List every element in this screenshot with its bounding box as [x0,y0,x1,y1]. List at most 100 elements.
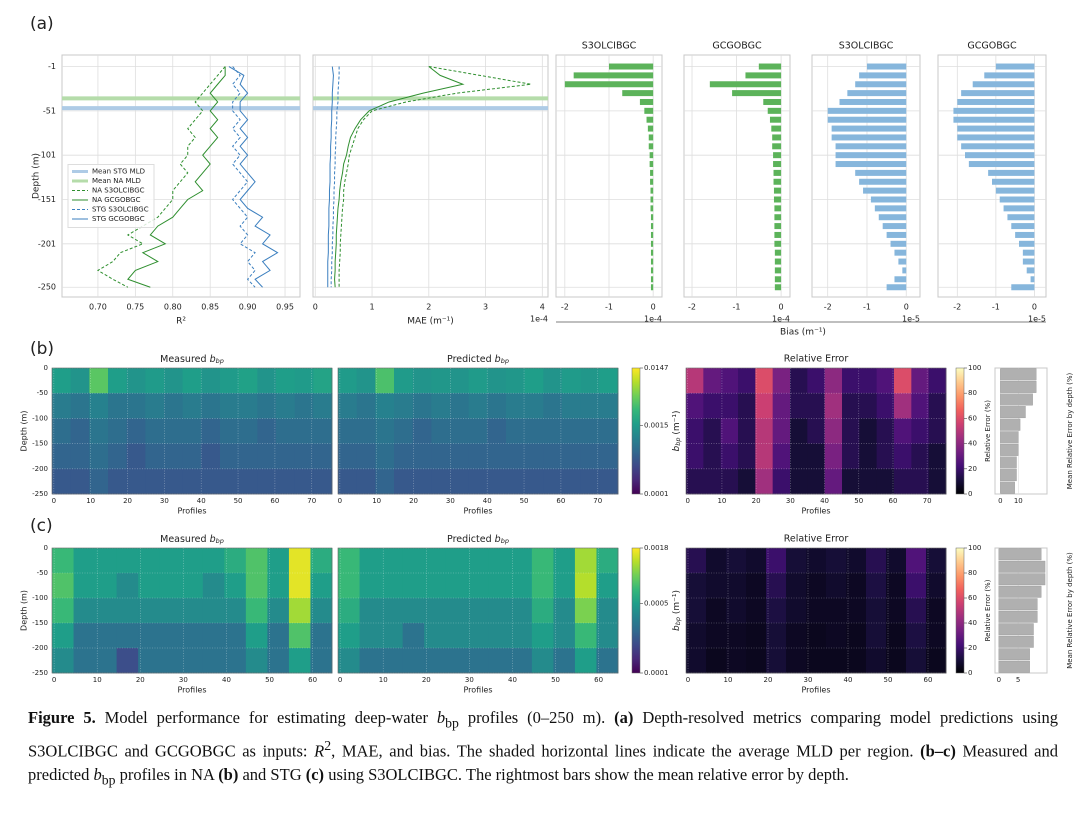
bias-bar [639,98,654,105]
heatmap-cell [686,393,704,419]
heatmap-cell [424,573,447,599]
heatmap-cell [267,573,290,599]
heatmap-cell [703,418,722,444]
heatmap-frame [51,547,333,674]
heatmap-cell [70,368,90,394]
legend-label: Mean STG MLD [92,168,145,176]
heatmap-cell [310,548,333,574]
title-text: Predicted [447,354,495,365]
x-tick-label: -1 [863,303,871,312]
caption-text: Measured and predicted [28,741,1058,784]
heatmap-cell [238,443,258,470]
heatmap-cell [842,393,860,419]
heatmap-cell [599,468,619,495]
bias-bar [886,231,907,238]
mean-error-bar [1000,418,1021,431]
mean-error-bar [998,598,1038,611]
bias-bar [573,72,654,79]
mean-error-label: Mean Relative Error by depth (%) [1066,552,1074,669]
heatmap-cell [375,393,395,419]
bias-bar [847,90,907,97]
heatmap-cell [89,443,109,470]
heatmap-cell [338,443,358,470]
bias-bar [870,196,907,203]
heatmap-cell [726,598,747,624]
heatmap-cell [220,393,240,419]
heatmap-cell [145,418,165,444]
heatmap-title: Relative Error [784,354,849,365]
heatmap-cell [926,598,947,624]
colorbar-tick-label: 20 [968,465,977,473]
bias-bar [622,90,654,97]
heatmap-cell [201,468,221,495]
profile-line [330,66,340,288]
heatmap-cell [52,368,72,394]
heatmap-cell [826,598,847,624]
heatmap-cell [926,648,947,674]
heatmap-cell [562,393,582,419]
caption-symbol: R [314,741,325,761]
label-unit: (m⁻¹) [672,590,682,617]
heatmap-cell [402,548,425,574]
x-axis-label: Profiles [177,507,206,516]
heatmap-cell [52,468,72,495]
bias-bar [771,125,782,132]
heatmap-cell [859,393,878,419]
caption-superscript: 2 [324,738,332,754]
heatmap-cell [487,418,507,444]
heatmap-cell [338,368,358,394]
heatmap-cell [746,648,767,674]
bias-bar [773,196,782,203]
bias-bar [827,116,907,123]
heatmap-cell [846,598,867,624]
heatmap-cell [553,648,576,674]
heatmap-cell [468,418,488,444]
heatmap-cell [706,623,727,649]
heatmap-cell [164,418,184,444]
x-tick-label: 20 [123,497,132,505]
x-tick-label: 10 [93,676,102,684]
heatmap-cell [531,648,554,674]
heatmap-cell [703,393,722,419]
y-tick-label: -250 [38,283,56,292]
x-tick-label: 10 [1014,497,1023,505]
colorbar-tick-label: 80 [968,389,977,397]
heatmap-cell [755,393,774,419]
heatmap-cell [580,443,600,470]
colorbar-tick-label: 0.0147 [644,364,669,372]
heatmap-cell [159,573,182,599]
heatmap-cell [928,393,947,419]
bias-bar [886,284,907,291]
bias-bar [890,240,907,247]
heatmap-cell [706,598,727,624]
heatmap-cell [755,418,774,444]
y-tick-label: -151 [38,195,56,204]
legend-label: Mean NA MLD [92,177,141,185]
heatmap-cell [703,368,722,394]
x-tick-label: 40 [483,497,492,505]
title-text: Measured [160,534,209,545]
heatmap-cell [108,368,128,394]
heatmap-cell [806,648,827,674]
x-tick-label: 10 [86,497,95,505]
heatmap-cell [599,418,619,444]
heatmap-cell [790,468,808,495]
heatmap-cell [894,443,912,470]
heatmap-cell [524,393,544,419]
heatmap-cell [182,443,202,470]
x-tick-label: 30 [786,497,795,505]
heatmap-cell [846,548,867,574]
bias-bar [1022,258,1035,265]
x-tick-label: 40 [844,676,853,684]
heatmap-cell [375,443,395,470]
heatmap-cell [686,598,707,624]
heatmap-cell [52,598,74,624]
heatmap-cell [126,393,146,419]
heatmap-cell [807,418,826,444]
heatmap-cell [596,598,619,624]
heatmap-cell [164,368,184,394]
bias-bar [839,98,907,105]
heatmap-cell [412,368,432,394]
bias-bar [650,267,654,274]
mean-error-bar [1000,456,1017,469]
